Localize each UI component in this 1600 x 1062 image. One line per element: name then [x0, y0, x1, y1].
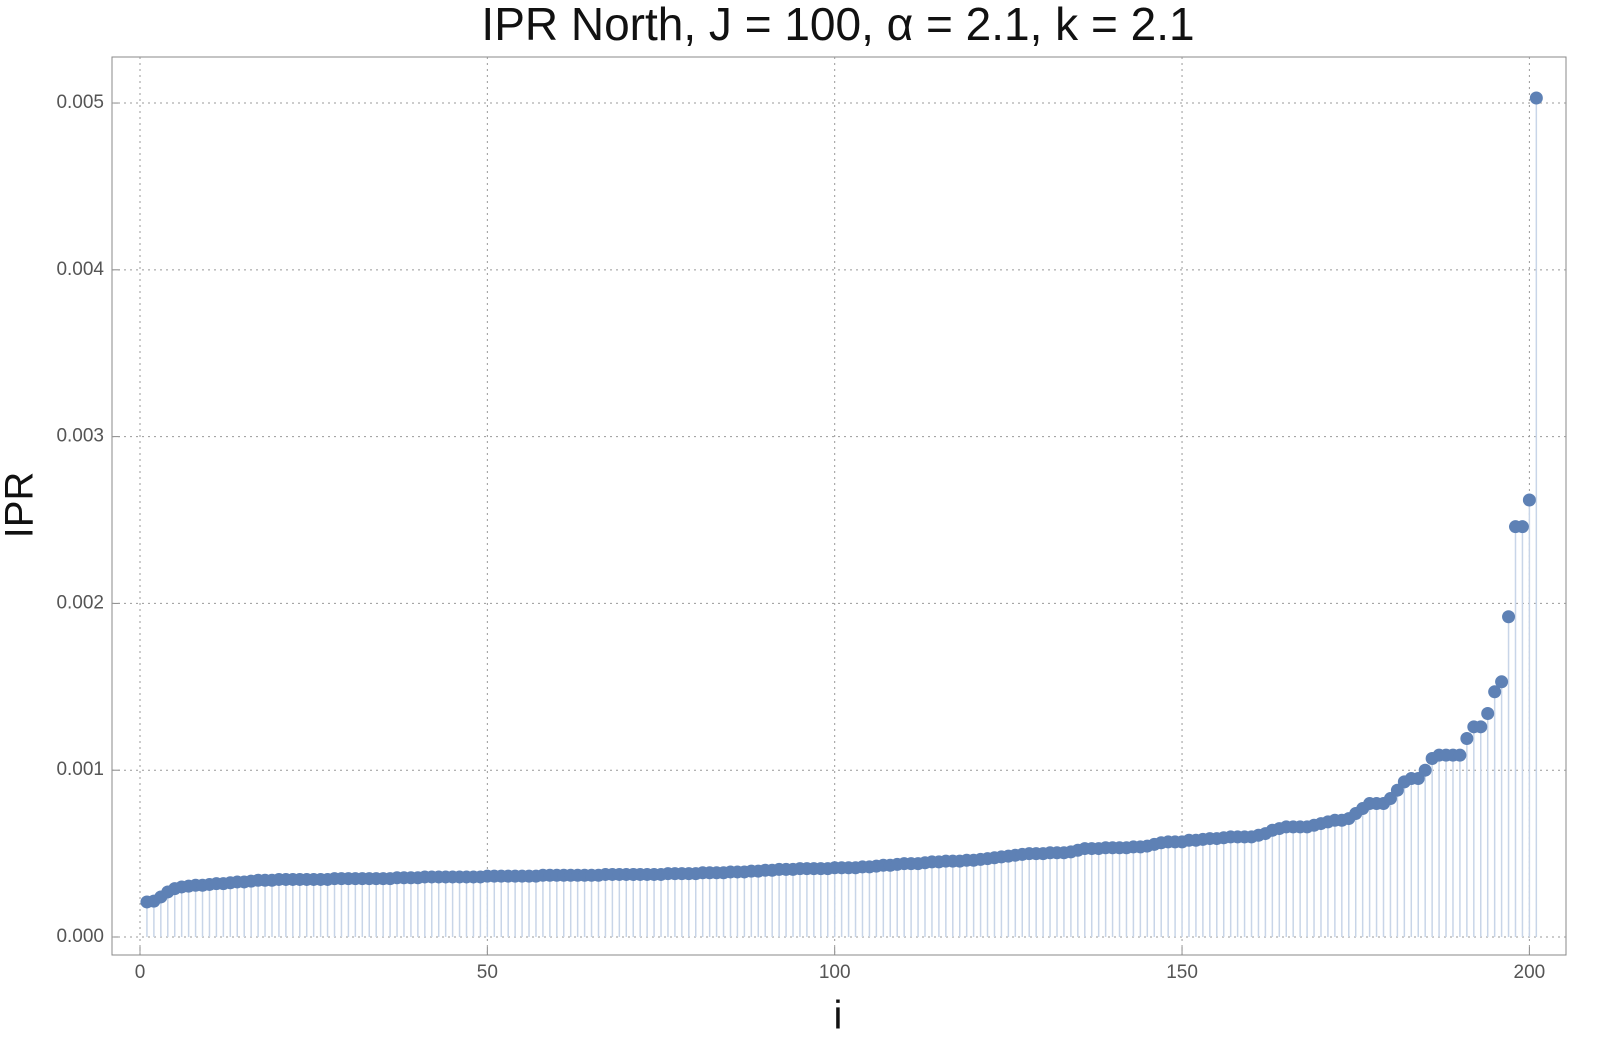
point — [1522, 493, 1536, 507]
y-tick-label: 0.001 — [56, 759, 104, 780]
chart-title: IPR North, J = 100, α = 2.1, k = 2.1 — [481, 0, 1194, 50]
point — [1481, 706, 1495, 720]
point — [1474, 720, 1488, 734]
point — [1495, 675, 1509, 689]
y-tick-label: 0.003 — [56, 426, 104, 447]
x-tick-label: 150 — [1166, 962, 1198, 983]
y-tick-label: 0.004 — [56, 259, 104, 280]
x-tick-label: 200 — [1514, 962, 1546, 983]
y-axis-label: IPR — [0, 472, 42, 539]
point — [1502, 610, 1516, 624]
y-tick-label: 0.005 — [56, 92, 104, 113]
point — [1453, 748, 1467, 762]
point — [1460, 732, 1474, 746]
x-tick-label: 50 — [477, 962, 498, 983]
point — [1515, 520, 1529, 534]
x-axis-label: i — [834, 994, 843, 1038]
x-tick-label: 100 — [819, 962, 851, 983]
x-tick-label: 0 — [135, 962, 146, 983]
point — [1418, 763, 1432, 777]
y-tick-label: 0.000 — [56, 926, 104, 947]
plot-frame — [111, 56, 1567, 956]
y-tick-label: 0.002 — [56, 592, 104, 613]
point — [1529, 91, 1543, 105]
point — [1488, 685, 1502, 699]
